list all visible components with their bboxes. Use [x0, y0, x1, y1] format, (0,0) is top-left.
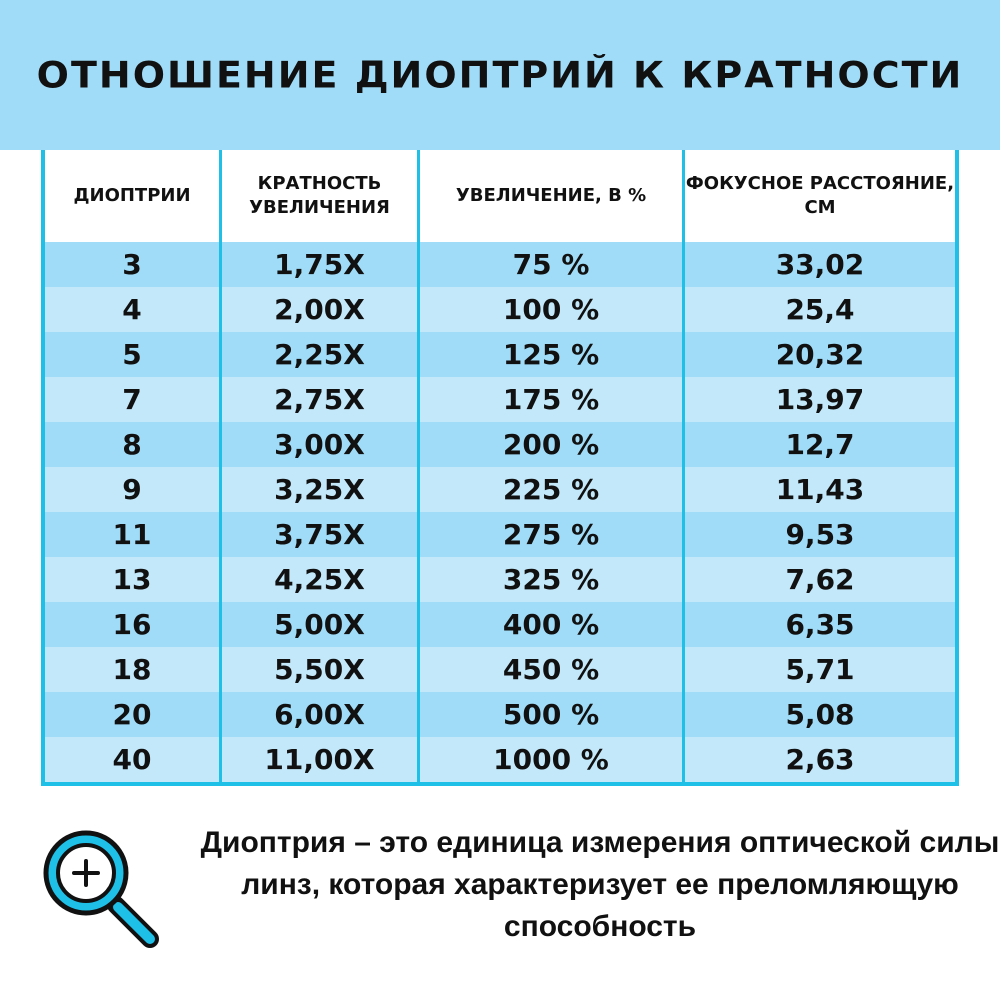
- table-row: 4 2,00X 100 % 25,4: [45, 287, 955, 332]
- table-cell: 8: [45, 422, 222, 467]
- header-cell: УВЕЛИЧЕНИЕ, В %: [420, 150, 685, 242]
- table-cell: 3: [45, 242, 222, 287]
- diopter-table: ДИОПТРИИ КРАТНОСТЬ УВЕЛИЧЕНИЯ УВЕЛИЧЕНИЕ…: [41, 150, 959, 786]
- table-row: 13 4,25X 325 % 7,62: [45, 557, 955, 602]
- table-row: 5 2,25X 125 % 20,32: [45, 332, 955, 377]
- table-cell: 5,71: [785, 653, 855, 686]
- table-cell: 5: [45, 332, 222, 377]
- table-cell: 3,00X: [222, 422, 420, 467]
- table-cell: 7,62: [785, 563, 855, 596]
- table-cell: 325 %: [420, 557, 685, 602]
- table-row: 8 3,00X 200 % 12,7: [45, 422, 955, 467]
- table-header: ДИОПТРИИ КРАТНОСТЬ УВЕЛИЧЕНИЯ УВЕЛИЧЕНИЕ…: [45, 150, 955, 242]
- table-cell: 100 %: [420, 287, 685, 332]
- table-cell: 5,50X: [222, 647, 420, 692]
- table-cell: 6,00X: [222, 692, 420, 737]
- table-row: 20 6,00X 500 % 5,08: [45, 692, 955, 737]
- table-row: 18 5,50X 450 % 5,71: [45, 647, 955, 692]
- table-row: 16 5,00X 400 % 6,35: [45, 602, 955, 647]
- table-cell: 20,32: [775, 338, 865, 371]
- table-cell: 18: [45, 647, 222, 692]
- title-banner: ОТНОШЕНИЕ ДИОПТРИЙ К КРАТНОСТИ: [0, 0, 1000, 150]
- table-cell: 13,97: [775, 383, 865, 416]
- table-cell: 40: [45, 737, 222, 782]
- table-row: 3 1,75X 75 % 33,02: [45, 242, 955, 287]
- table-cell: 275 %: [420, 512, 685, 557]
- table-cell: 9: [45, 467, 222, 512]
- table-cell: 11,00X: [222, 737, 420, 782]
- table-cell: 11: [45, 512, 222, 557]
- table-cell: 7: [45, 377, 222, 422]
- table-cell: 25,4: [785, 293, 855, 326]
- table-cell: 2,63: [785, 743, 855, 776]
- table-row: 11 3,75X 275 % 9,53: [45, 512, 955, 557]
- table-cell: 500 %: [420, 692, 685, 737]
- table-cell: 9,53: [785, 518, 855, 551]
- table-cell: 75 %: [420, 242, 685, 287]
- table-cell: 13: [45, 557, 222, 602]
- table-row: 9 3,25X 225 % 11,43: [45, 467, 955, 512]
- table-cell: 11,43: [775, 473, 865, 506]
- table-cell: 2,25X: [222, 332, 420, 377]
- header-cell: ДИОПТРИИ: [45, 150, 222, 242]
- table-cell: 12,7: [785, 428, 855, 461]
- header-cell: ФОКУСНОЕ РАССТОЯНИЕ, СМ: [685, 173, 955, 218]
- table-cell: 1000 %: [420, 737, 685, 782]
- table-row: 7 2,75X 175 % 13,97: [45, 377, 955, 422]
- table-cell: 125 %: [420, 332, 685, 377]
- table-cell: 450 %: [420, 647, 685, 692]
- table-cell: 5,08: [785, 698, 855, 731]
- table-cell: 2,75X: [222, 377, 420, 422]
- header-cell: КРАТНОСТЬ УВЕЛИЧЕНИЯ: [222, 150, 420, 242]
- table-cell: 175 %: [420, 377, 685, 422]
- table-row: 40 11,00X 1000 % 2,63: [45, 737, 955, 782]
- table-cell: 3,25X: [222, 467, 420, 512]
- table-cell: 2,00X: [222, 287, 420, 332]
- table-cell: 4: [45, 287, 222, 332]
- table-cell: 400 %: [420, 602, 685, 647]
- table-cell: 20: [45, 692, 222, 737]
- table-cell: 3,75X: [222, 512, 420, 557]
- table-cell: 200 %: [420, 422, 685, 467]
- page-title: ОТНОШЕНИЕ ДИОПТРИЙ К КРАТНОСТИ: [36, 54, 964, 96]
- table-cell: 4,25X: [222, 557, 420, 602]
- table-cell: 5,00X: [222, 602, 420, 647]
- table-cell: 225 %: [420, 467, 685, 512]
- table-cell: 6,35: [785, 608, 855, 641]
- table-cell: 16: [45, 602, 222, 647]
- table-cell: 1,75X: [222, 242, 420, 287]
- table-cell: 33,02: [775, 248, 865, 281]
- diopter-definition: Диоптрия – это единица измерения оптичес…: [200, 826, 1000, 943]
- magnifier-plus-icon: [38, 825, 163, 954]
